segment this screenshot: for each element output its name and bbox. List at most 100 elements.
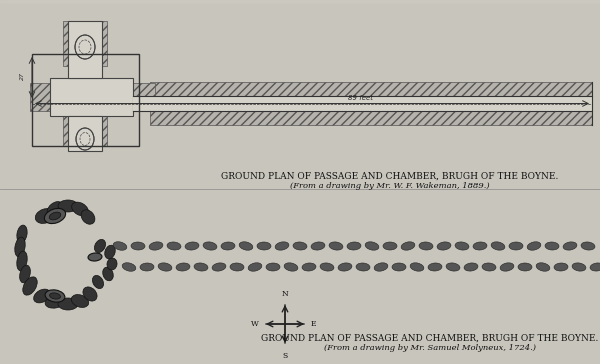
Ellipse shape [75,35,95,59]
Ellipse shape [491,242,505,250]
Text: GROUND PLAN OF PASSAGE AND CHAMBER, BRUGH OF THE BOYNE.: GROUND PLAN OF PASSAGE AND CHAMBER, BRUG… [221,171,559,181]
Ellipse shape [20,265,31,283]
Ellipse shape [167,242,181,250]
Ellipse shape [44,209,65,223]
Ellipse shape [113,242,127,250]
Ellipse shape [83,287,97,301]
Ellipse shape [17,225,27,243]
Ellipse shape [428,263,442,271]
Bar [68,116,102,151]
Ellipse shape [45,296,65,308]
Ellipse shape [88,253,102,261]
Bar [32,54,139,146]
Ellipse shape [437,242,451,250]
Ellipse shape [527,242,541,250]
Ellipse shape [473,242,487,250]
Ellipse shape [76,128,94,150]
Bar [30,83,63,111]
Bar [63,111,107,146]
Ellipse shape [230,263,244,271]
Ellipse shape [500,263,514,271]
Ellipse shape [383,242,397,250]
Text: (From a drawing by Mr. W. F. Wakeman, 1889.): (From a drawing by Mr. W. F. Wakeman, 18… [290,182,490,190]
Ellipse shape [49,212,61,220]
Ellipse shape [455,242,469,250]
Ellipse shape [248,263,262,271]
Ellipse shape [590,263,600,271]
Bar [0,189,600,364]
Ellipse shape [581,242,595,250]
Text: S: S [283,352,287,360]
Ellipse shape [572,263,586,271]
Ellipse shape [374,263,388,271]
Text: N: N [281,290,289,298]
Ellipse shape [518,263,532,271]
Ellipse shape [419,242,433,250]
Ellipse shape [338,263,352,271]
Ellipse shape [536,263,550,271]
Ellipse shape [392,263,406,271]
Bar [63,21,107,66]
Ellipse shape [103,267,113,281]
Ellipse shape [50,293,61,299]
Ellipse shape [105,245,115,259]
Text: E: E [311,320,317,328]
Text: GROUND PLAN OF PASSAGE AND CHAMBER, BRUGH OF THE BOYNE.: GROUND PLAN OF PASSAGE AND CHAMBER, BRUG… [262,333,599,343]
Ellipse shape [293,242,307,250]
Text: (From a drawing by Mr. Samuel Molyneux, 1724.): (From a drawing by Mr. Samuel Molyneux, … [324,344,536,352]
Bar [150,111,592,125]
Ellipse shape [35,209,55,223]
Ellipse shape [149,242,163,250]
Ellipse shape [329,242,343,250]
Ellipse shape [176,263,190,271]
Ellipse shape [58,200,78,212]
Ellipse shape [34,289,50,303]
Ellipse shape [311,242,325,250]
Ellipse shape [194,263,208,271]
Ellipse shape [464,263,478,271]
Ellipse shape [284,263,298,271]
Ellipse shape [239,242,253,250]
Bar [130,83,155,111]
Ellipse shape [81,210,95,224]
Ellipse shape [365,242,379,250]
Ellipse shape [545,242,559,250]
Ellipse shape [17,251,27,271]
Ellipse shape [47,202,63,216]
Ellipse shape [446,263,460,271]
Bar [150,82,592,96]
Ellipse shape [94,240,106,253]
Ellipse shape [107,258,117,270]
Ellipse shape [23,277,37,295]
Ellipse shape [302,263,316,271]
Ellipse shape [554,263,568,271]
Ellipse shape [347,242,361,250]
Bar [0,4,600,189]
Ellipse shape [212,263,226,271]
Bar [50,78,133,116]
Ellipse shape [221,242,235,250]
Ellipse shape [131,242,145,250]
Ellipse shape [158,263,172,271]
Ellipse shape [45,290,65,302]
Ellipse shape [401,242,415,250]
Ellipse shape [563,242,577,250]
Ellipse shape [203,242,217,250]
Ellipse shape [410,263,424,271]
Ellipse shape [320,263,334,271]
Ellipse shape [122,263,136,271]
Ellipse shape [71,202,88,216]
Ellipse shape [71,294,89,308]
Ellipse shape [15,237,25,257]
Ellipse shape [509,242,523,250]
Ellipse shape [140,263,154,271]
Bar [133,96,592,111]
Ellipse shape [257,242,271,250]
Text: 89 feet: 89 feet [347,95,373,102]
Ellipse shape [92,276,104,289]
Text: 27: 27 [19,72,25,80]
Ellipse shape [266,263,280,271]
Ellipse shape [356,263,370,271]
Ellipse shape [482,263,496,271]
Text: W: W [251,320,259,328]
